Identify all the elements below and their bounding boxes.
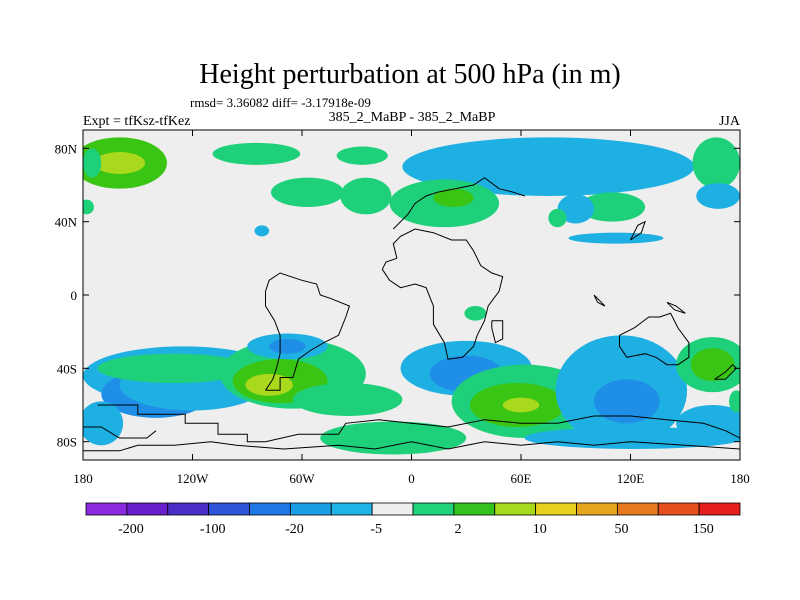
contour-region xyxy=(433,188,474,207)
x-tick-label: 0 xyxy=(408,471,415,486)
contour-region xyxy=(464,306,487,321)
plot-area xyxy=(83,130,740,460)
coastline xyxy=(83,426,157,439)
contour-region xyxy=(254,225,270,237)
colorbar-swatch xyxy=(371,502,414,516)
coastline xyxy=(593,294,606,307)
colorbar-swatch xyxy=(330,502,373,516)
contour-region xyxy=(692,137,740,189)
colorbar-swatch xyxy=(535,502,577,516)
y-tick-label: 0 xyxy=(71,288,78,303)
colorbar-swatch xyxy=(576,502,618,516)
axis-layer: 180 120W 60W 0 60E 120E 180 80N 40N 0 40S 80S xyxy=(55,130,750,486)
colorbar-swatch xyxy=(167,502,210,516)
colorbar-swatch xyxy=(657,502,700,516)
colorbar-swatch xyxy=(698,502,741,516)
contour-region xyxy=(557,194,594,224)
coastline-layer xyxy=(83,177,740,452)
coastline xyxy=(265,272,351,391)
x-tick-label: 180 xyxy=(730,471,750,486)
y-tick-label: 40N xyxy=(55,215,78,230)
coastline xyxy=(491,320,504,344)
contour-region xyxy=(676,405,740,442)
coastline xyxy=(83,441,740,452)
colorbar-swatch xyxy=(412,502,455,516)
experiment-label: Expt = tfKsz-tfKez xyxy=(83,114,190,129)
contour-region xyxy=(320,421,467,455)
colorbar-label: 150 xyxy=(693,522,714,537)
x-tick-label: 60W xyxy=(289,471,315,486)
contour-region xyxy=(579,192,646,222)
colorbar-label: -20 xyxy=(285,522,304,537)
y-tick-label: 40S xyxy=(57,361,77,376)
contour-region xyxy=(548,208,567,228)
contour-region xyxy=(83,401,124,446)
contour-region xyxy=(93,152,146,174)
contour-region xyxy=(270,177,344,207)
x-tick-label: 120E xyxy=(617,471,645,486)
contour-region xyxy=(97,353,251,384)
colorbar-swatch xyxy=(289,502,332,516)
colorbar-swatch xyxy=(208,502,250,516)
contour-region xyxy=(568,232,664,244)
x-tick-label: 120W xyxy=(177,471,210,486)
colorbar-label: 50 xyxy=(614,522,628,537)
coastline xyxy=(381,228,504,360)
colorbar-swatch xyxy=(616,502,659,516)
colorbar-swatch xyxy=(453,502,496,516)
contour-region xyxy=(502,397,540,413)
x-tick-label: 180 xyxy=(73,471,93,486)
colorbar-label: -100 xyxy=(200,522,226,537)
coastline xyxy=(392,177,525,230)
contour-region xyxy=(292,383,403,416)
coastline xyxy=(619,312,690,366)
contour-region xyxy=(594,379,660,424)
coastline xyxy=(714,363,738,380)
y-tick-label: 80N xyxy=(55,141,78,156)
colorbar-label: -200 xyxy=(118,522,144,537)
coastline xyxy=(97,404,740,443)
coastline xyxy=(630,220,646,241)
colorbar-label: 10 xyxy=(533,522,547,537)
contour-region xyxy=(729,390,740,413)
chart-title: Height perturbation at 500 hPa (in m) xyxy=(199,59,620,90)
center-label: 385_2_MaBP - 385_2_MaBP xyxy=(329,110,496,125)
contour-region xyxy=(83,148,102,178)
coastline xyxy=(666,301,686,314)
contour-region xyxy=(340,177,392,215)
colorbar: -200 -100 -20 -5 2 10 50 150 xyxy=(85,502,741,537)
x-tick-label: 60E xyxy=(511,471,532,486)
contour-region xyxy=(212,142,301,165)
colorbar-swatch xyxy=(249,502,291,516)
season-label: JJA xyxy=(719,114,741,129)
contour-region xyxy=(696,183,740,209)
contour-region xyxy=(269,339,306,354)
colorbar-swatch xyxy=(494,502,537,516)
colorbar-swatch xyxy=(126,502,169,516)
contour-region xyxy=(402,137,695,197)
contour-region xyxy=(336,146,388,165)
contour-region xyxy=(83,199,94,215)
colorbar-swatch xyxy=(85,502,128,516)
stats-text: rmsd= 3.36082 diff= -3.17918e-09 xyxy=(190,95,371,110)
y-tick-label: 80S xyxy=(57,435,77,450)
colorbar-label: 2 xyxy=(454,522,461,537)
colorbar-label: -5 xyxy=(370,522,382,537)
